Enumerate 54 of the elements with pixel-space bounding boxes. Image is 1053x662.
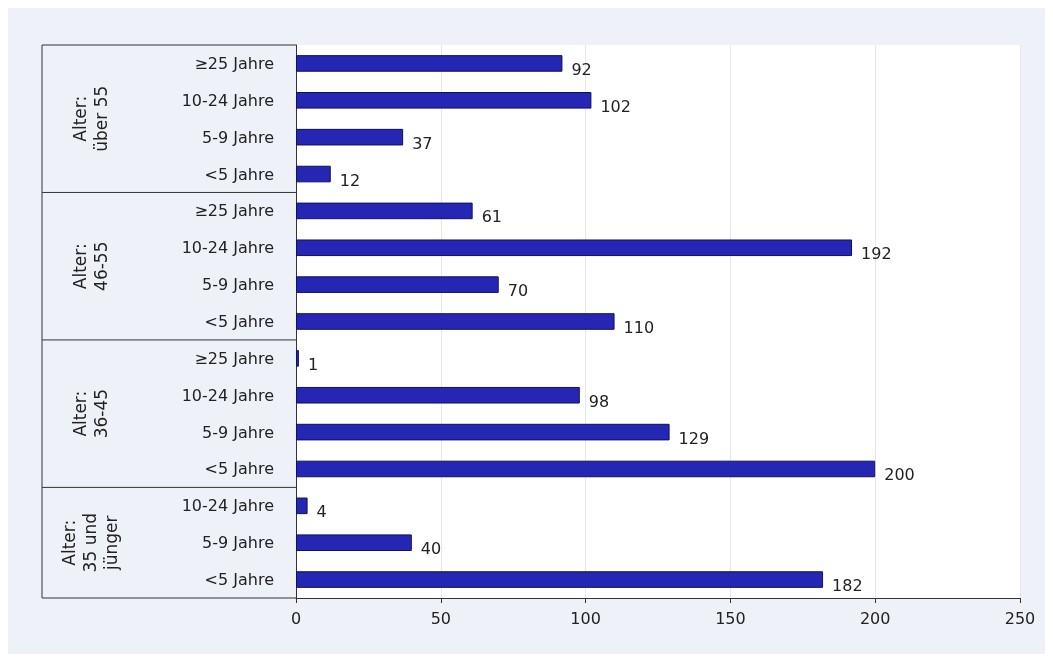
data-label: 4 <box>316 502 327 522</box>
data-label: 110 <box>623 318 655 337</box>
bar <box>296 202 473 220</box>
x-tick-label: 100 <box>570 608 601 628</box>
y-tick-label: 5-9 Jahre <box>202 533 274 553</box>
bar <box>296 423 670 441</box>
data-label: 129 <box>678 428 710 448</box>
data-label: 192 <box>861 244 892 264</box>
bar <box>296 497 308 515</box>
text: Alter: 35 und jünger <box>59 513 121 573</box>
y-tick-label: <5 Jahre <box>204 570 274 590</box>
x-tick-label: 50 <box>430 608 451 628</box>
bar <box>296 460 876 478</box>
data-label: 12 <box>339 170 361 190</box>
data-label: 102 <box>600 96 631 116</box>
y-tick-label: 10-24 Jahre <box>181 496 274 516</box>
text: Alter: über 55 <box>69 85 111 152</box>
bar <box>296 276 499 293</box>
data-label: 182 <box>832 576 863 596</box>
y-tick-label: ≥25 Jahre <box>194 201 274 221</box>
text: Alter: 46-55 <box>69 241 111 291</box>
bar <box>296 165 331 183</box>
data-label: 1 <box>307 354 319 374</box>
y-tick-label: ≥25 Jahre <box>194 53 274 73</box>
y-tick-label: 5-9 Jahre <box>202 275 274 295</box>
bar <box>296 92 592 109</box>
x-tick-label: 250 <box>1004 608 1036 628</box>
text: Alter: 36-45 <box>69 388 111 439</box>
y-tick-label: 5-9 Jahre <box>202 422 274 442</box>
y-tick-label: 10-24 Jahre <box>181 238 274 258</box>
y-tick-label: 5-9 Jahre <box>202 127 274 147</box>
y-tick-label: 10-24 Jahre <box>181 90 274 110</box>
y-tick-label: 10-24 Jahre <box>181 385 274 405</box>
x-tick-label: 200 <box>859 608 891 628</box>
data-label: 200 <box>884 465 915 485</box>
data-label: 70 <box>507 281 529 301</box>
data-label: 40 <box>420 539 442 559</box>
bar <box>296 571 824 588</box>
bar <box>296 239 853 257</box>
y-tick-label: ≥25 Jahre <box>194 348 274 368</box>
data-label: 37 <box>412 133 433 153</box>
bar <box>296 386 580 404</box>
x-tick-label: 150 <box>715 608 746 628</box>
bar <box>296 313 615 330</box>
data-label: 92 <box>571 59 592 79</box>
bar <box>296 534 412 551</box>
bar <box>296 128 404 146</box>
x-tick-label: 0 <box>290 608 302 628</box>
bar <box>296 55 563 72</box>
data-label: 98 <box>588 391 610 411</box>
y-tick-label: <5 Jahre <box>204 164 274 184</box>
y-tick-label: <5 Jahre <box>204 459 274 479</box>
data-label: 61 <box>481 207 503 227</box>
y-tick-label: <5 Jahre <box>204 312 274 331</box>
